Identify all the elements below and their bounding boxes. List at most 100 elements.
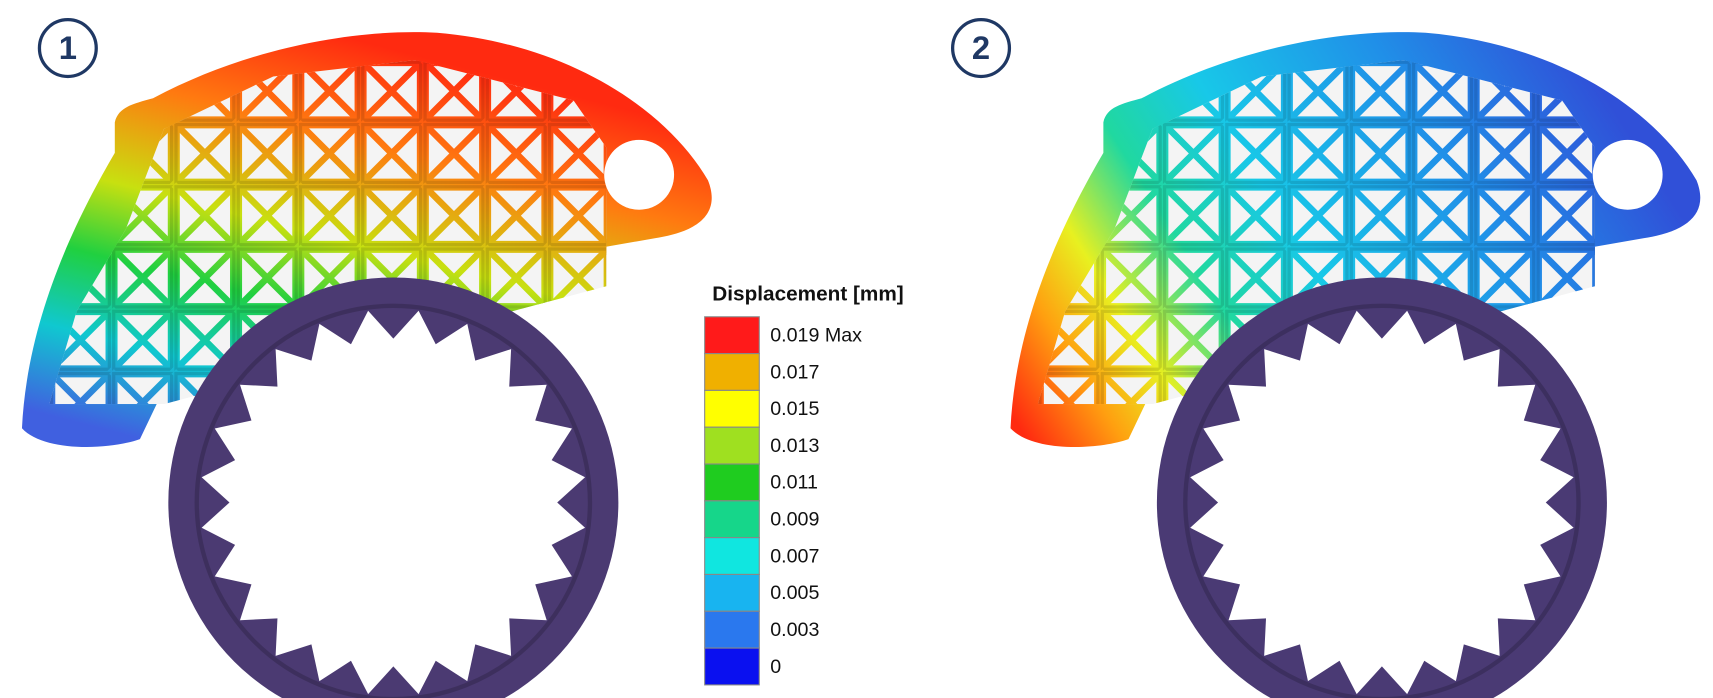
legend-label: 0.013 [770, 435, 819, 457]
lattice-shade [1474, 247, 1536, 309]
lattice-shade [1225, 247, 1287, 309]
part-2 [1010, 32, 1701, 698]
lattice-strut [610, 371, 672, 433]
lattice-shade [174, 309, 236, 371]
gear-teeth [201, 310, 586, 695]
lattice-shade [423, 185, 485, 247]
lattice-strut [1284, 182, 1352, 250]
ring-inner [194, 303, 593, 698]
legend-swatch [704, 463, 760, 502]
lattice-shade [612, 436, 670, 494]
lattice-shade [112, 309, 174, 371]
legend-swatch [704, 316, 760, 355]
legend-label: 0 [770, 656, 781, 678]
lattice-shade [1287, 122, 1349, 185]
lattice-shade [1474, 185, 1536, 247]
lattice-strut [109, 369, 177, 405]
lattice-shade [1536, 185, 1595, 247]
lattice-strut [109, 182, 177, 250]
part-1 [21, 32, 712, 698]
lattice-strut [1160, 120, 1227, 187]
lattice-strut [482, 244, 550, 312]
lattice-shade [114, 436, 172, 494]
badge-circle [37, 18, 98, 79]
lattice-strut [1097, 244, 1165, 312]
lattice-strut [610, 247, 672, 309]
lattice-shade [49, 371, 111, 405]
lattice-strut [171, 120, 239, 187]
badge-label: 2 [972, 29, 990, 66]
lattice-strut [1598, 247, 1660, 309]
lattice-strut [1598, 247, 1660, 309]
legend-title: Displacement [mm] [712, 282, 903, 305]
legend-swatch [704, 610, 760, 649]
lattice-strut [1037, 60, 1103, 125]
lattice-shade [1600, 311, 1658, 369]
lattice-strut [1222, 182, 1290, 250]
lattice-shade [1349, 185, 1411, 247]
lattice-strut [1598, 371, 1660, 433]
lattice-strut [1097, 369, 1165, 405]
lattice-shade [1162, 247, 1225, 309]
lattice-strut [1533, 244, 1595, 312]
lattice-shade [485, 122, 547, 185]
lattice-strut [358, 60, 426, 125]
lattice-shade [1038, 122, 1100, 185]
lattice-shade [1102, 436, 1160, 494]
legend-swatch [704, 426, 760, 465]
lattice-shade [1411, 185, 1474, 247]
lattice-strut [482, 120, 550, 187]
legend-swatch [704, 353, 760, 391]
legend-label: 0.015 [770, 398, 819, 420]
lattice-strut [49, 369, 114, 405]
lattice-shade [423, 122, 485, 185]
lattice-shade [174, 247, 236, 309]
lattice-strut [420, 120, 488, 187]
lattice-strut [1037, 60, 1103, 125]
lattice-shade [1162, 309, 1225, 371]
lattice-strut [1533, 182, 1595, 250]
lattice-strut [1160, 244, 1227, 312]
legend-swatch [704, 389, 760, 428]
lattice-strut [1346, 120, 1414, 187]
lattice-shade [236, 247, 298, 309]
pin-hole [1592, 139, 1663, 210]
lattice-shade [1600, 249, 1658, 307]
lattice-shade [612, 249, 670, 307]
lattice-shade [1349, 122, 1411, 185]
legend-swatch [704, 573, 760, 612]
lattice-strut [1409, 120, 1476, 187]
lattice-shade [1225, 185, 1287, 247]
lattice-shade [112, 247, 174, 309]
ring-inner [1183, 303, 1581, 698]
lattice-strut [1346, 182, 1414, 250]
lattice-shade [1162, 185, 1225, 247]
lattice-shade [612, 311, 670, 369]
lattice-shade [236, 122, 298, 185]
lattice-strut [420, 182, 488, 250]
lattice-shade [236, 185, 298, 247]
lattice-shade [361, 122, 423, 185]
legend-label: 0.005 [770, 582, 819, 604]
legend-swatch [704, 647, 760, 686]
lattice-strut [610, 309, 672, 371]
lattice-strut [1598, 434, 1660, 496]
legend: Displacement [mm] 0.019 Max 0.017 0.015 0.0… [704, 282, 904, 686]
lattice-strut [1598, 309, 1660, 371]
legend-swatch [704, 537, 760, 576]
lattice-strut [1471, 120, 1539, 187]
lattice-shade [547, 122, 607, 185]
lattice-shade [1162, 122, 1225, 185]
legend-label: 0.007 [770, 545, 819, 567]
lattice-shade [1287, 185, 1349, 247]
lattice-strut [1471, 182, 1539, 250]
lattice-strut [1598, 371, 1660, 433]
lattice-shade [1100, 247, 1162, 309]
lattice-strut [545, 244, 607, 312]
lattice-shade [298, 185, 361, 247]
legend-label: 0.011 [770, 472, 818, 494]
lattice-strut [1346, 60, 1414, 125]
lattice-shade [485, 247, 547, 309]
lattice-strut [1160, 306, 1227, 374]
